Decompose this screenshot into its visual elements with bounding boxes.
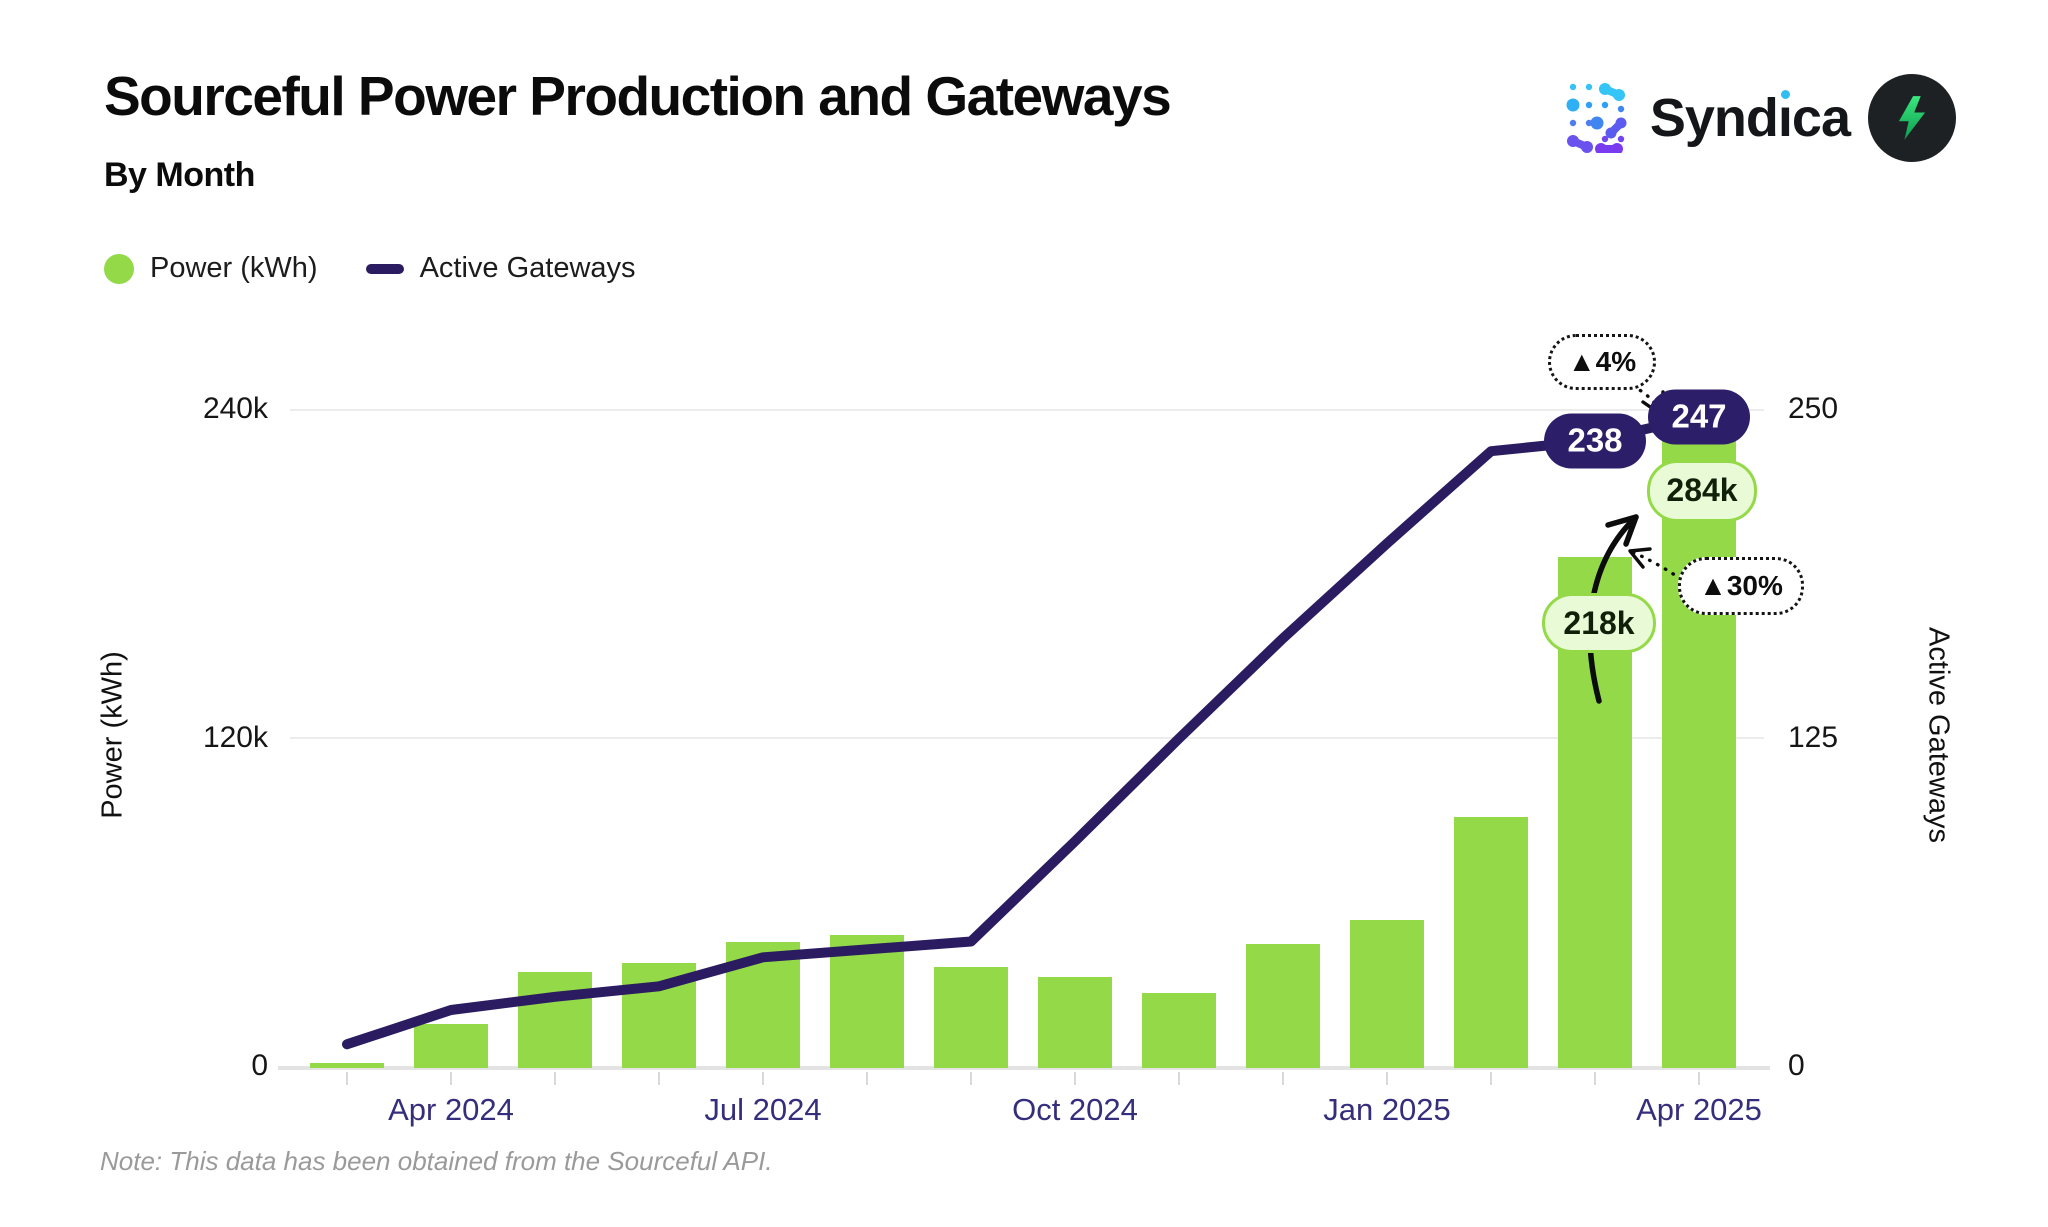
x-tick (1698, 1072, 1700, 1085)
power-bar-feb-2025 (1454, 817, 1528, 1068)
syndica-logo-icon (1564, 79, 1632, 158)
x-axis-label-apr-2024: Apr 2024 (388, 1092, 514, 1127)
brand-block: Syndı ca (1564, 74, 1956, 162)
x-axis-label-apr-2025: Apr 2025 (1636, 1092, 1762, 1127)
x-axis-baseline (278, 1066, 1770, 1070)
page-subtitle: By Month (104, 156, 255, 194)
x-tick (1386, 1072, 1388, 1085)
gateways-pct-bubble: ▲4% (1548, 334, 1656, 390)
x-axis-label-jul-2024: Jul 2024 (704, 1092, 822, 1127)
right-axis-tick-0: 0 (1788, 1049, 1805, 1082)
legend-item-power: Power (kWh) (104, 252, 318, 285)
gateways-238-pill: 238 (1544, 413, 1646, 469)
sourceful-bolt-badge (1868, 74, 1956, 162)
gateways-legend-dash-icon (365, 263, 404, 274)
x-axis-label-jan-2025: Jan 2025 (1323, 1092, 1451, 1127)
gateways-247-pill: 247 (1648, 389, 1750, 445)
legend-item-gateways: Active Gateways (365, 252, 636, 285)
gridline-top (290, 409, 1764, 411)
x-tick (1074, 1072, 1076, 1085)
power-bar-oct-2024 (1038, 976, 1112, 1068)
lightning-icon (1898, 96, 1926, 140)
x-tick (450, 1072, 452, 1085)
power-legend-label: Power (kWh) (150, 252, 318, 284)
page-title: Sourceful Power Production and Gateways (104, 65, 1172, 127)
power-pct-bubble: ▲30% (1678, 557, 1804, 615)
right-axis-title: Active Gateways (1922, 627, 1955, 843)
pct30-arrow-icon (1628, 547, 1683, 581)
left-axis-tick-240k: 240k (202, 392, 268, 425)
footnote: Note: This data has been obtained from t… (100, 1146, 773, 1176)
right-axis-tick-250: 250 (1788, 392, 1839, 425)
annotation-arrows (1587, 381, 1683, 704)
x-tick (554, 1072, 556, 1085)
left-axis-tick-120k: 120k (202, 721, 268, 754)
power-bar-jan-2025 (1350, 920, 1424, 1068)
x-tick (658, 1072, 660, 1085)
x-tick (346, 1072, 348, 1085)
power-bar-apr-2024 (414, 1023, 488, 1068)
power-218k-pill: 218k (1542, 593, 1656, 654)
power-legend-dot-icon (104, 253, 134, 284)
gateways-line (342, 411, 1704, 1050)
left-axis-title: Power (kWh) (96, 651, 129, 819)
power-bar-mar-2024 (310, 1063, 384, 1068)
x-tick (1490, 1072, 1492, 1085)
power-bar-dec-2024 (1246, 943, 1320, 1068)
power-bar-sep-2024 (934, 967, 1008, 1068)
left-axis-tick-0: 0 (251, 1049, 268, 1082)
legend: Power (kWh) Active Gateways (104, 252, 662, 285)
power-284k-pill: 284k (1647, 459, 1757, 522)
x-tick (970, 1072, 972, 1085)
power-bar-may-2024 (518, 971, 592, 1068)
x-tick (1594, 1072, 1596, 1085)
x-tick (762, 1072, 764, 1085)
x-axis-label-oct-2024: Oct 2024 (1012, 1092, 1138, 1127)
plot-area: 238 247 218k 284k ▲4% ▲30% (278, 334, 1804, 1085)
gridline-middle (290, 737, 1764, 739)
syndica-i-dot (1780, 90, 1790, 99)
x-tick (1282, 1072, 1284, 1085)
power-bar-aug-2024 (830, 934, 904, 1068)
syndica-wordmark: Syndı ca (1649, 88, 1851, 148)
x-tick (1178, 1072, 1180, 1085)
right-axis-tick-125: 125 (1788, 721, 1839, 754)
x-tick (866, 1072, 868, 1085)
gateways-legend-label: Active Gateways (419, 252, 636, 284)
power-bar-nov-2024 (1142, 993, 1216, 1068)
